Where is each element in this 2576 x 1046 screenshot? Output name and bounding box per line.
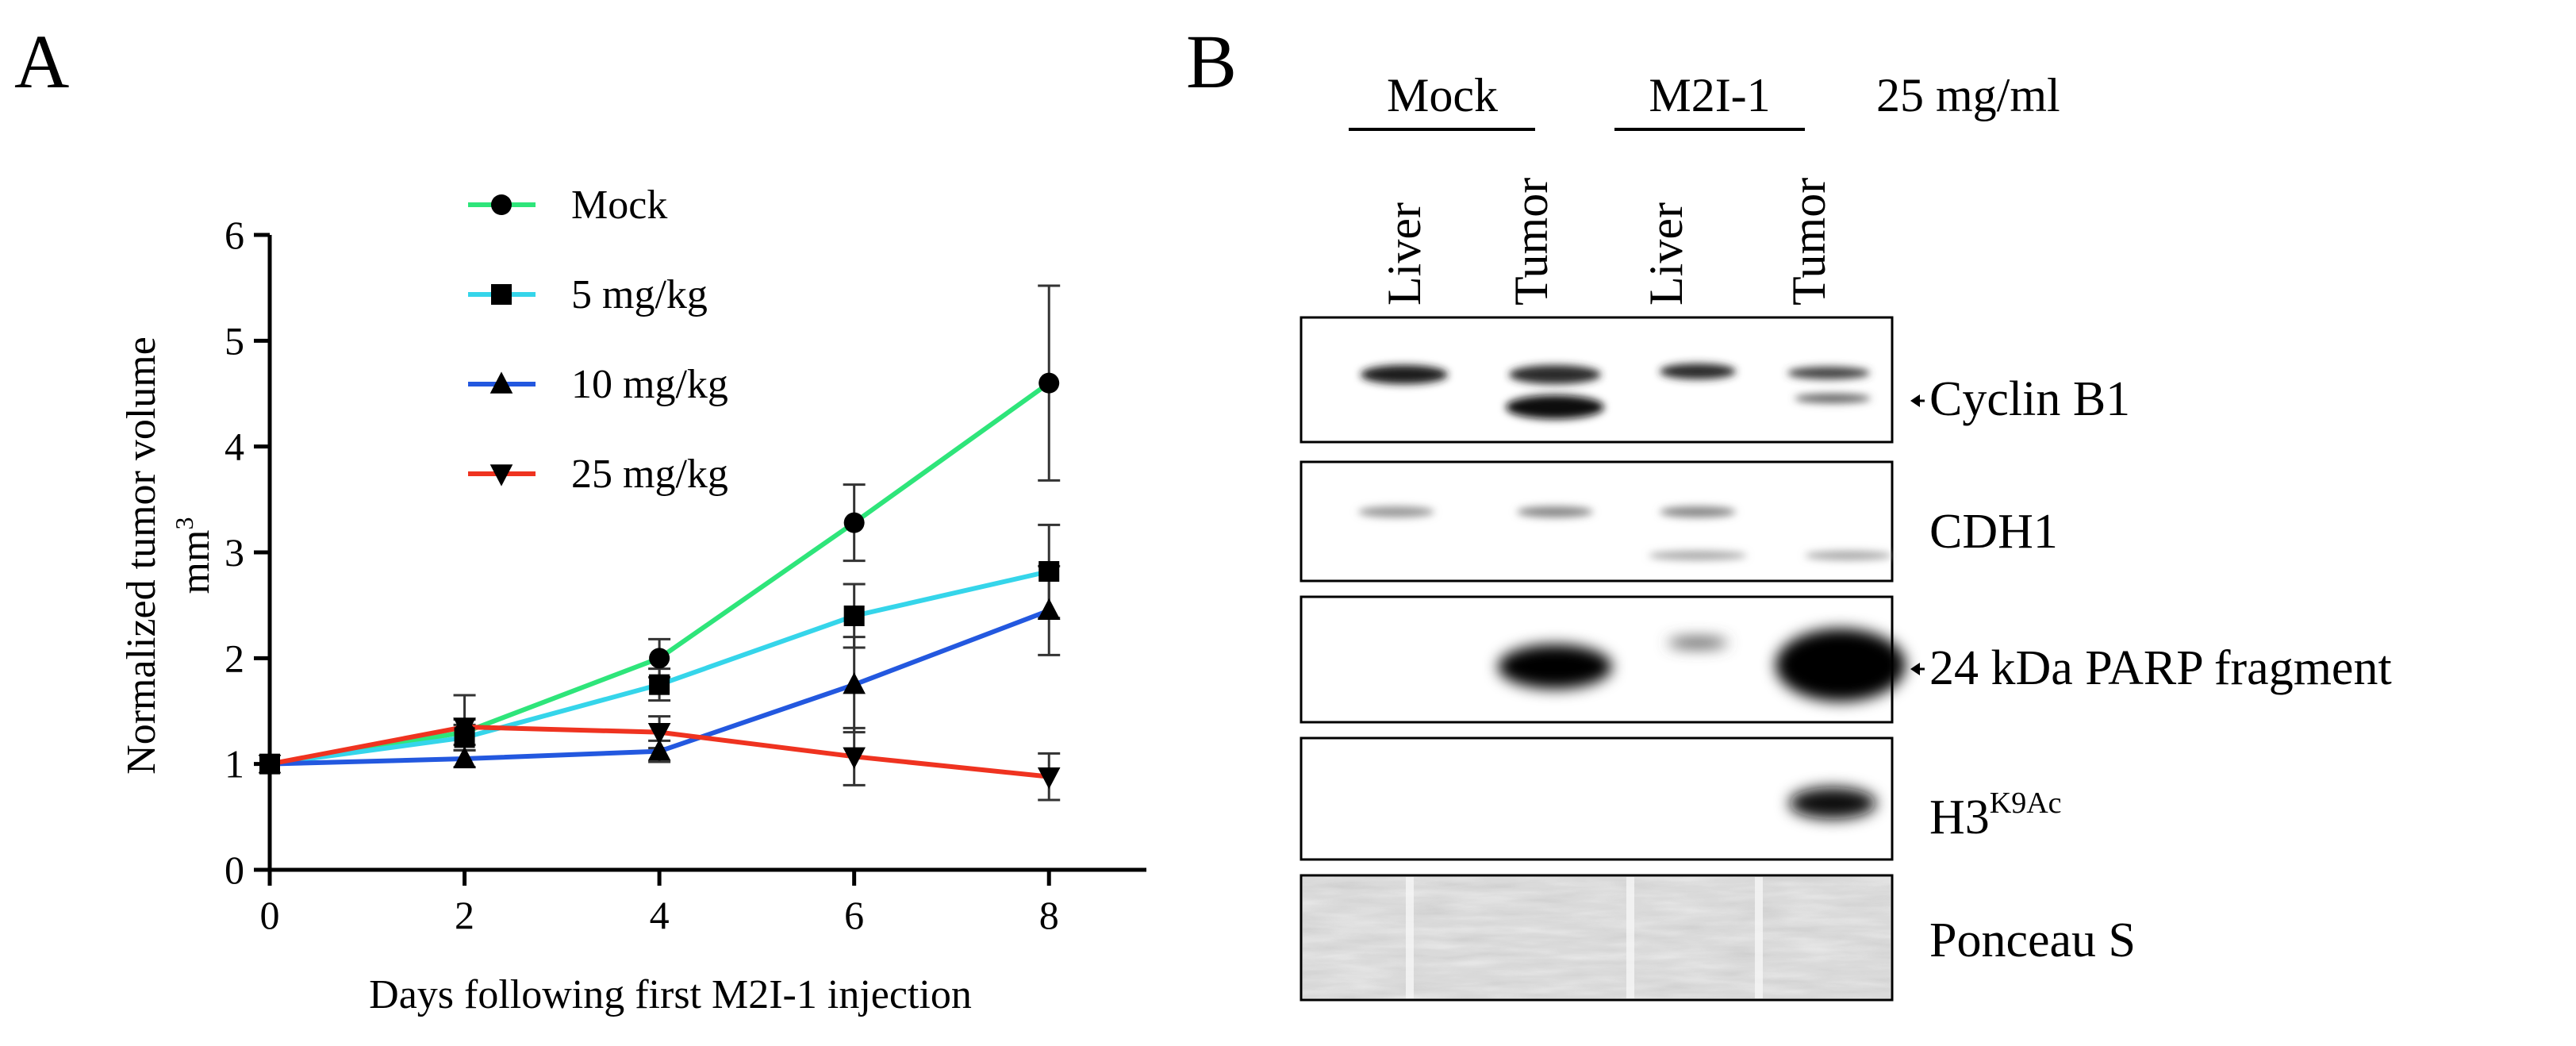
arrow-cyclin-b1 bbox=[1910, 394, 1920, 407]
legend-marker-mock bbox=[491, 194, 512, 215]
dose-label: 25 mg/ml bbox=[1876, 69, 2060, 121]
point-25-mg-kg bbox=[647, 722, 671, 745]
panel-a-label: A bbox=[14, 19, 69, 104]
legend: Mock 5 mg/kg 10 mg/kg 25 mg/kg bbox=[468, 183, 728, 497]
y-axis-unit-group: mm3 bbox=[170, 517, 218, 594]
point-5-mg-kg bbox=[843, 606, 865, 626]
legend-marker-10-mg-kg bbox=[489, 371, 513, 394]
legend-label-mock: Mock bbox=[571, 183, 667, 228]
panel-b-label: B bbox=[1186, 19, 1237, 104]
y-tick-label: 4 bbox=[225, 425, 244, 469]
x-tick-label: 2 bbox=[455, 893, 474, 937]
legend-marker-5-mg-kg bbox=[491, 284, 512, 305]
blot-cyclin-b1: Cyclin B1 bbox=[1300, 316, 2130, 444]
y-tick-label: 5 bbox=[225, 318, 244, 363]
group-label-m2i1: M2I-1 bbox=[1649, 69, 1770, 121]
blot-label-ponceau-s: Ponceau S bbox=[1929, 913, 2136, 967]
blot-label-h3k9ac: H3K9Ac bbox=[1929, 786, 2062, 844]
blot-cdh1: CDH1 bbox=[1300, 460, 2058, 583]
blot-label-cyclin-b1: Cyclin B1 bbox=[1929, 372, 2130, 426]
blot-h3k9ac: H3K9Ac bbox=[1300, 736, 2062, 861]
panel-b: B Mock M2I-1 25 mg/ml Liver Tumor Liver … bbox=[1186, 19, 2392, 1002]
plot-area bbox=[258, 284, 1061, 802]
point-25-mg-kg bbox=[453, 717, 476, 740]
point-10-mg-kg bbox=[453, 746, 476, 768]
lane-label-1: Liver bbox=[1378, 202, 1430, 306]
group-label-mock: Mock bbox=[1387, 69, 1498, 121]
legend-label-25-mg-kg: 25 mg/kg bbox=[571, 452, 728, 497]
blot-parp: 24 kDa PARP fragment bbox=[1300, 595, 2392, 724]
lane-label-4: Tumor bbox=[1783, 178, 1835, 306]
x-tick-label: 4 bbox=[650, 893, 670, 937]
lane-3-group: Liver bbox=[1640, 202, 1692, 306]
y-ticks: 0 1 2 3 4 5 6 bbox=[225, 213, 270, 892]
blot-label-cdh1: CDH1 bbox=[1929, 505, 2058, 559]
point-mock bbox=[843, 512, 865, 533]
y-axis-unit: mm3 bbox=[170, 517, 218, 594]
point-25-mg-kg bbox=[258, 754, 282, 777]
point-5-mg-kg bbox=[649, 674, 670, 695]
point-10-mg-kg bbox=[843, 672, 866, 694]
lane-label-2: Tumor bbox=[1505, 178, 1557, 306]
lane-2-group: Tumor bbox=[1505, 178, 1557, 306]
panel-a: A 0 1 2 3 4 5 6 0 2 4 6 8 Days following first M2I… bbox=[14, 19, 1146, 1017]
point-25-mg-kg bbox=[843, 747, 866, 769]
series-line-mock bbox=[269, 381, 1050, 767]
point-mock bbox=[649, 648, 670, 669]
arrow-parp bbox=[1910, 663, 1920, 675]
lane-4-group: Tumor bbox=[1783, 178, 1835, 306]
x-ticks: 0 2 4 6 8 bbox=[260, 870, 1059, 937]
point-10-mg-kg bbox=[647, 739, 671, 761]
y-tick-label: 2 bbox=[225, 636, 244, 680]
point-10-mg-kg bbox=[1037, 598, 1061, 621]
y-tick-label: 1 bbox=[225, 742, 244, 786]
point-mock bbox=[1038, 372, 1060, 394]
legend-marker-25-mg-kg bbox=[489, 464, 513, 486]
x-tick-label: 6 bbox=[844, 893, 864, 937]
blot-ponceau-s: Ponceau S bbox=[1300, 874, 2136, 1002]
x-tick-label: 0 bbox=[260, 893, 280, 937]
x-tick-label: 8 bbox=[1039, 893, 1059, 937]
blot-label-parp: 24 kDa PARP fragment bbox=[1929, 641, 2392, 695]
y-axis-label-group: Normalized tumor volume bbox=[119, 336, 164, 775]
x-axis-label: Days following first M2I-1 injection bbox=[369, 972, 972, 1017]
point-25-mg-kg bbox=[1037, 767, 1061, 790]
y-axis-label: Normalized tumor volume bbox=[119, 336, 164, 775]
y-tick-label: 0 bbox=[225, 848, 244, 892]
y-tick-label: 3 bbox=[225, 530, 244, 575]
lane-label-3: Liver bbox=[1640, 202, 1692, 306]
legend-label-5-mg-kg: 5 mg/kg bbox=[571, 272, 708, 317]
y-tick-label: 6 bbox=[225, 213, 244, 257]
lane-1-group: Liver bbox=[1378, 202, 1430, 306]
legend-label-10-mg-kg: 10 mg/kg bbox=[571, 362, 728, 407]
point-5-mg-kg bbox=[1038, 561, 1060, 582]
